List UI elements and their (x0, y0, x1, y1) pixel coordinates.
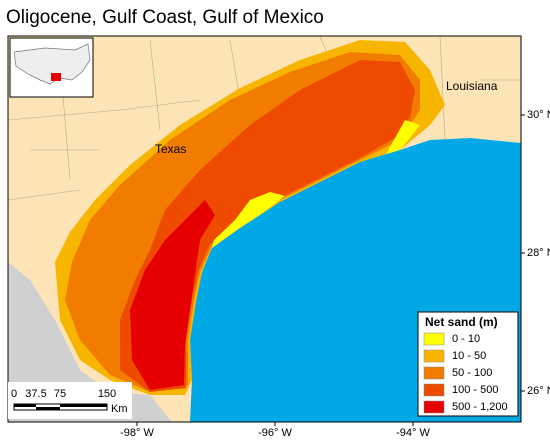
scale-bar-box (8, 382, 132, 419)
inset-extent (51, 73, 61, 81)
scale-segment (60, 404, 107, 407)
legend-swatch (423, 400, 445, 414)
place-label: Texas (155, 142, 186, 156)
sand-zone (130, 200, 215, 390)
scale-label: 37.5 (25, 388, 46, 400)
legend: Net sand (m) 0 - 10 10 - 50 50 - 100 100 - … (417, 311, 519, 417)
legend-label: 10 - 50 (452, 350, 486, 362)
county-lines (8, 36, 521, 201)
legend-box (417, 311, 519, 417)
inset-map (9, 37, 94, 98)
scale-label: 0 (11, 388, 17, 400)
legend-swatch (423, 366, 445, 380)
scale-label: 75 (54, 388, 66, 400)
latitude-label: 26° N (527, 385, 550, 397)
legend-label: 100 - 500 (452, 384, 498, 396)
graticule-labels: 30° N 28° N 26° N -98° W -96° W -94° W (120, 109, 550, 439)
scale-bar: 0 37.5 75 150 Km (8, 382, 132, 419)
longitude-label: -98° W (120, 427, 154, 439)
legend-title: Net sand (m) (425, 315, 498, 329)
legend-swatch (423, 383, 445, 397)
scale-unit: Km (111, 403, 128, 415)
longitude-label: -94° W (396, 427, 430, 439)
legend-swatch (423, 349, 445, 363)
map-frame (7, 35, 522, 423)
latitude-label: 30° N (527, 109, 550, 121)
scale-label: 150 (98, 388, 116, 400)
scale-segment (36, 407, 60, 410)
longitude-label: -96° W (258, 427, 292, 439)
sand-zone (385, 120, 420, 156)
sand-zones (55, 40, 445, 395)
latitude-label: 28° N (527, 247, 550, 259)
legend-label: 500 - 1,200 (452, 401, 508, 413)
scale-segment (14, 404, 36, 407)
place-label: Louisiana (446, 79, 498, 93)
inset-land (13, 43, 91, 85)
legend-label: 50 - 100 (452, 367, 492, 379)
legend-label: 0 - 10 (452, 333, 480, 345)
map-title: Oligocene, Gulf Coast, Gulf of Mexico (6, 7, 324, 28)
sand-zone (120, 60, 415, 392)
sand-zone (208, 192, 285, 262)
legend-swatch (423, 332, 445, 346)
